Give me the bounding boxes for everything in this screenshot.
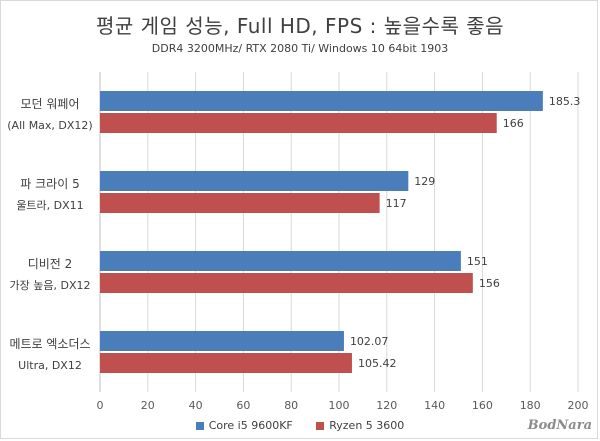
category-sublabel: (All Max, DX12) (7, 119, 92, 132)
data-label: 129 (414, 175, 435, 188)
x-tick-label: 80 (284, 399, 298, 412)
bar (100, 353, 352, 373)
data-label: 156 (479, 277, 500, 290)
x-tick-label: 100 (329, 399, 350, 412)
bar (100, 171, 409, 191)
x-tick-label: 40 (189, 399, 203, 412)
legend-swatch-core-i5 (195, 421, 204, 430)
x-tick-label: 200 (568, 399, 589, 412)
category-sublabel: Ultra, DX12 (18, 359, 82, 372)
chart-subtitle: DDR4 3200MHz/ RTX 2080 Ti/ Windows 10 64… (151, 42, 449, 55)
legend-label-core-i5: Core i5 9600KF (208, 419, 293, 432)
x-tick-label: 140 (424, 399, 445, 412)
chart-title: 평균 게임 성능, Full HD, FPS : 높을수록 좋음 (95, 14, 504, 38)
category-label: 모던 워페어 (20, 97, 79, 111)
bar (100, 331, 344, 351)
bar (100, 91, 543, 111)
x-tick-label: 180 (520, 399, 541, 412)
legend-swatch-ryzen-5 (316, 421, 325, 430)
bar (100, 193, 380, 213)
data-label: 105.42 (358, 357, 397, 370)
bar (100, 113, 497, 133)
data-label: 166 (503, 117, 524, 130)
x-tick-label: 20 (141, 399, 155, 412)
category-label: 디비전 2 (28, 257, 73, 271)
legend-label-ryzen-5: Ryzen 5 3600 (329, 419, 405, 432)
watermark-logo: BodNara (527, 418, 592, 433)
legend-item-ryzen-5: Ryzen 5 3600 (316, 419, 404, 432)
x-tick-label: 120 (376, 399, 397, 412)
bar (100, 273, 473, 293)
legend: Core i5 9600KF Ryzen 5 3600 (0, 419, 600, 433)
data-label: 185.3 (549, 95, 581, 108)
category-sublabel: 가장 높음, DX12 (10, 279, 91, 292)
category-label: 메트로 엑소더스 (9, 337, 90, 351)
x-tick-label: 160 (472, 399, 493, 412)
data-label: 151 (467, 255, 488, 268)
category-sublabel: 울트라, DX11 (16, 199, 83, 212)
data-label: 117 (386, 197, 407, 210)
x-tick-label: 0 (97, 399, 104, 412)
x-tick-label: 60 (236, 399, 250, 412)
category-label: 파 크라이 5 (20, 177, 79, 191)
data-label: 102.07 (350, 335, 389, 348)
legend-item-core-i5: Core i5 9600KF (195, 419, 293, 432)
bar (100, 251, 461, 271)
